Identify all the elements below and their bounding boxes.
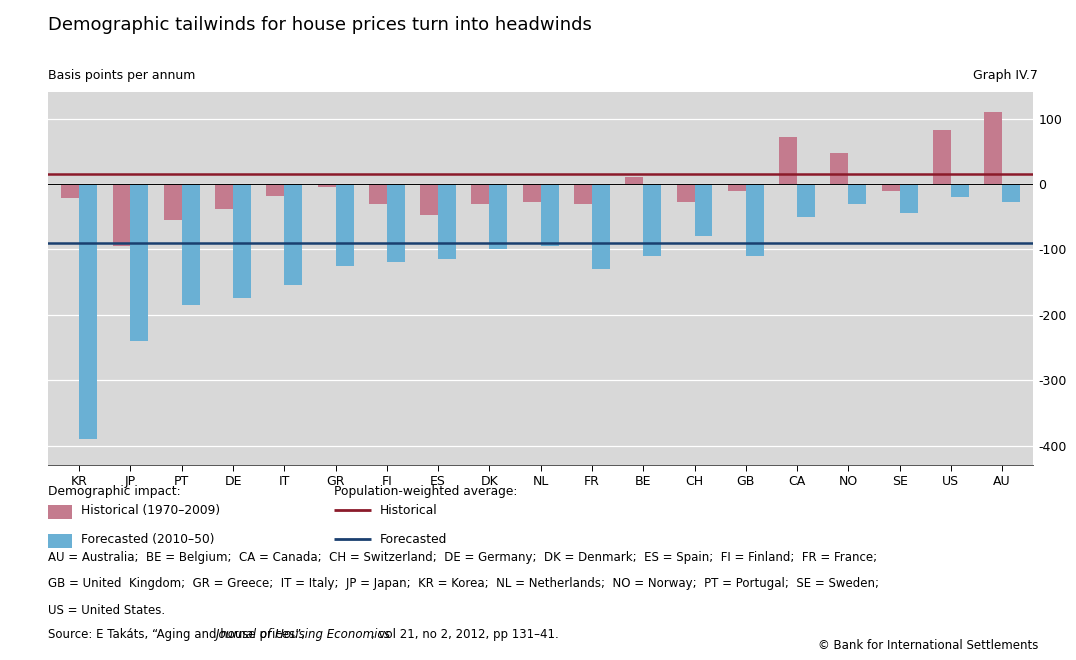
- Bar: [471, 184, 490, 204]
- Bar: [523, 184, 540, 203]
- Text: Forecasted (2010–50): Forecasted (2010–50): [81, 533, 214, 546]
- Text: © Bank for International Settlements: © Bank for International Settlements: [818, 639, 1038, 652]
- Bar: [284, 184, 302, 285]
- Text: Demographic tailwinds for house prices turn into headwinds: Demographic tailwinds for house prices t…: [48, 16, 592, 34]
- Bar: [164, 184, 182, 220]
- Text: Demographic impact:: Demographic impact:: [48, 485, 181, 498]
- Text: Population-weighted average:: Population-weighted average:: [334, 485, 516, 498]
- Bar: [490, 184, 508, 249]
- Text: Graph IV.7: Graph IV.7: [974, 69, 1038, 82]
- Bar: [677, 184, 694, 203]
- Bar: [900, 184, 918, 213]
- Text: US = United States.: US = United States.: [48, 604, 166, 617]
- Bar: [985, 112, 1002, 184]
- Text: Forecasted: Forecasted: [380, 533, 448, 546]
- Bar: [779, 137, 797, 184]
- Bar: [933, 130, 951, 184]
- Bar: [233, 184, 251, 298]
- Bar: [541, 184, 558, 246]
- Bar: [625, 178, 643, 184]
- Bar: [694, 184, 712, 236]
- Bar: [727, 184, 746, 191]
- Bar: [182, 184, 200, 305]
- Bar: [797, 184, 815, 216]
- Bar: [267, 184, 284, 196]
- Bar: [80, 184, 97, 439]
- Text: Journal of Housing Economics: Journal of Housing Economics: [216, 628, 392, 642]
- Bar: [592, 184, 610, 269]
- Bar: [113, 184, 130, 246]
- Text: Historical: Historical: [380, 504, 438, 517]
- Text: Historical (1970–2009): Historical (1970–2009): [81, 504, 220, 517]
- Bar: [574, 184, 592, 204]
- Bar: [438, 184, 456, 259]
- Bar: [61, 184, 80, 199]
- Bar: [831, 153, 848, 184]
- Bar: [215, 184, 233, 209]
- Bar: [746, 184, 764, 256]
- Bar: [881, 184, 900, 191]
- Text: , vol 21, no 2, 2012, pp 131–41.: , vol 21, no 2, 2012, pp 131–41.: [371, 628, 558, 642]
- Bar: [643, 184, 661, 256]
- Bar: [317, 184, 336, 187]
- Bar: [387, 184, 405, 263]
- Text: Basis points per annum: Basis points per annum: [48, 69, 196, 82]
- Text: AU = Australia;  BE = Belgium;  CA = Canada;  CH = Switzerland;  DE = Germany;  : AU = Australia; BE = Belgium; CA = Canad…: [48, 551, 878, 564]
- Bar: [951, 184, 968, 197]
- Text: Source: E Takáts, “Aging and house prices”,: Source: E Takáts, “Aging and house price…: [48, 628, 309, 642]
- Bar: [369, 184, 387, 204]
- Bar: [130, 184, 148, 341]
- Bar: [336, 184, 354, 266]
- Bar: [421, 184, 438, 215]
- Bar: [848, 184, 866, 204]
- Text: GB = United  Kingdom;  GR = Greece;  IT = Italy;  JP = Japan;  KR = Korea;  NL =: GB = United Kingdom; GR = Greece; IT = I…: [48, 578, 879, 591]
- Bar: [1002, 184, 1020, 203]
